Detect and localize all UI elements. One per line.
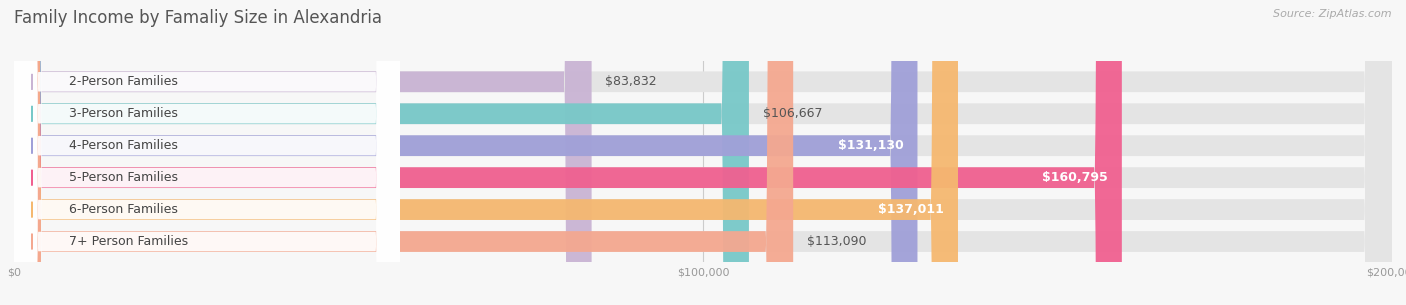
FancyBboxPatch shape (14, 0, 399, 305)
FancyBboxPatch shape (14, 0, 399, 305)
FancyBboxPatch shape (14, 0, 1122, 305)
FancyBboxPatch shape (14, 0, 1392, 305)
Text: 7+ Person Families: 7+ Person Families (69, 235, 188, 248)
Text: $160,795: $160,795 (1042, 171, 1108, 184)
Text: 4-Person Families: 4-Person Families (69, 139, 179, 152)
Text: $83,832: $83,832 (606, 75, 657, 88)
FancyBboxPatch shape (14, 0, 749, 305)
FancyBboxPatch shape (14, 0, 1392, 305)
Text: Source: ZipAtlas.com: Source: ZipAtlas.com (1274, 9, 1392, 19)
FancyBboxPatch shape (14, 0, 793, 305)
FancyBboxPatch shape (14, 0, 1392, 305)
Text: 2-Person Families: 2-Person Families (69, 75, 179, 88)
FancyBboxPatch shape (14, 0, 1392, 305)
Text: $131,130: $131,130 (838, 139, 904, 152)
Text: $106,667: $106,667 (762, 107, 823, 120)
FancyBboxPatch shape (14, 0, 1392, 305)
FancyBboxPatch shape (14, 0, 957, 305)
FancyBboxPatch shape (14, 0, 399, 305)
Text: 6-Person Families: 6-Person Families (69, 203, 179, 216)
Text: $113,090: $113,090 (807, 235, 866, 248)
Text: 3-Person Families: 3-Person Families (69, 107, 179, 120)
FancyBboxPatch shape (14, 0, 399, 305)
Text: Family Income by Famaliy Size in Alexandria: Family Income by Famaliy Size in Alexand… (14, 9, 382, 27)
FancyBboxPatch shape (14, 0, 592, 305)
FancyBboxPatch shape (14, 0, 399, 305)
Text: 5-Person Families: 5-Person Families (69, 171, 179, 184)
FancyBboxPatch shape (14, 0, 918, 305)
FancyBboxPatch shape (14, 0, 1392, 305)
Text: $137,011: $137,011 (879, 203, 945, 216)
FancyBboxPatch shape (14, 0, 399, 305)
